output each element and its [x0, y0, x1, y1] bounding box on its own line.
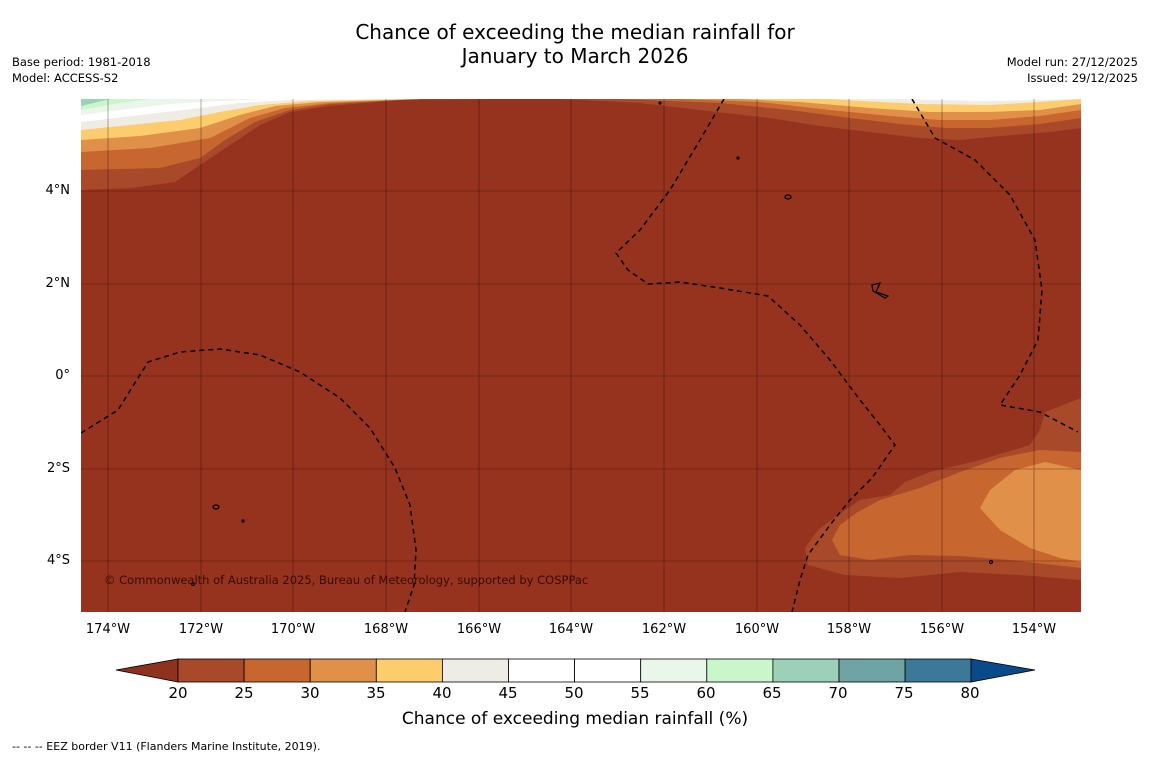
eez-borders [81, 99, 1079, 612]
issued-date-text: Issued: 29/12/2025 [1027, 71, 1138, 85]
colorbar-tick: 75 [894, 684, 914, 702]
lon-label-154w: 154°W [1011, 622, 1057, 637]
colorbar-tick: 65 [762, 684, 782, 702]
island-2 [871, 282, 890, 299]
eez-border-central [615, 99, 896, 612]
island-5 [241, 519, 245, 523]
colorbar-tick: 40 [432, 684, 452, 702]
island-8 [658, 101, 662, 105]
meta-right: Model run: 27/12/2025 Issued: 29/12/2025 [1007, 54, 1138, 86]
copyright-text: © Commonwealth of Australia 2025, Bureau… [104, 573, 588, 587]
colorbar-box [375, 658, 443, 683]
island-3 [212, 504, 220, 510]
colorbar-box [706, 658, 774, 683]
meta-left: Base period: 1981-2018 Model: ACCESS-S2 [12, 54, 151, 86]
lon-label-156w: 156°W [919, 622, 965, 637]
graticule [81, 99, 1081, 612]
lon-label-162w: 162°W [641, 622, 687, 637]
colorbar-box [508, 658, 575, 683]
colorbar-box [640, 658, 708, 683]
colorbar-tick: 20 [168, 684, 188, 702]
colorbar-box [177, 658, 245, 683]
colorbar-box [904, 658, 972, 683]
colorbar-tick: 45 [498, 684, 518, 702]
island-6 [190, 581, 196, 587]
lon-label-174w: 174°W [85, 622, 131, 637]
eez-legend-note: -- -- -- EEZ border V11 (Flanders Marine… [12, 740, 321, 753]
eez-border-west [81, 348, 417, 612]
colorbar-under-arrow [115, 658, 179, 683]
contour-45-55-northeast [900, 99, 1081, 101]
lat-label-0: 0° [55, 368, 70, 383]
colorbar-box [574, 658, 642, 683]
contour-65-70-north [81, 99, 110, 106]
colorbar-tick: 60 [696, 684, 716, 702]
lat-label-4s: 4°S [46, 553, 70, 568]
colorbar-tick: 30 [300, 684, 320, 702]
island-4 [736, 156, 740, 160]
lon-label-170w: 170°W [270, 622, 316, 637]
colorbar-label: Chance of exceeding median rainfall (%) [401, 709, 749, 729]
contour-55-60-north [81, 99, 270, 115]
model-name-text: Model: ACCESS-S2 [12, 71, 119, 85]
lat-label-2s: 2°S [46, 461, 70, 476]
colorbar-tick: 25 [234, 684, 254, 702]
base-period-text: Base period: 1981-2018 [12, 55, 151, 69]
islands [190, 101, 994, 587]
colorbar-box [309, 658, 377, 683]
colorbar-boxes [177, 658, 972, 683]
map-area: © Commonwealth of Australia 2025, Bureau… [81, 99, 1081, 612]
colorbar-tick: 50 [564, 684, 584, 702]
colorbar-tick: 80 [960, 684, 980, 702]
model-run-text: Model run: 27/12/2025 [1006, 55, 1138, 69]
lon-label-172w: 172°W [178, 622, 224, 637]
colorbar-box [838, 658, 906, 683]
title-line-1: Chance of exceeding the median rainfall … [355, 20, 795, 44]
eez-border-east [911, 99, 1079, 433]
colorbar [115, 658, 1036, 683]
contour-40-45-northeast [830, 99, 1081, 105]
colorbar-over-arrow [970, 658, 1036, 683]
island-1 [784, 194, 792, 200]
colorbar-box [772, 658, 840, 683]
colorbar-box [243, 658, 311, 683]
lon-label-158w: 158°W [826, 622, 872, 637]
colorbar-tick: 35 [366, 684, 386, 702]
lon-label-164w: 164°W [548, 622, 594, 637]
contour-30-35-southeast [980, 462, 1081, 562]
lon-label-166w: 166°W [456, 622, 502, 637]
map-title: Chance of exceeding the median rainfall … [0, 20, 1150, 68]
title-line-2: January to March 2026 [461, 44, 689, 68]
lat-label-2n: 2°N [45, 276, 71, 291]
lon-label-168w: 168°W [363, 622, 409, 637]
colorbar-tick: 70 [828, 684, 848, 702]
lon-label-160w: 160°W [734, 622, 780, 637]
island-7 [988, 559, 994, 565]
colorbar-tick: 55 [630, 684, 650, 702]
colorbar-box [441, 658, 509, 683]
lat-label-4n: 4°N [45, 183, 71, 198]
